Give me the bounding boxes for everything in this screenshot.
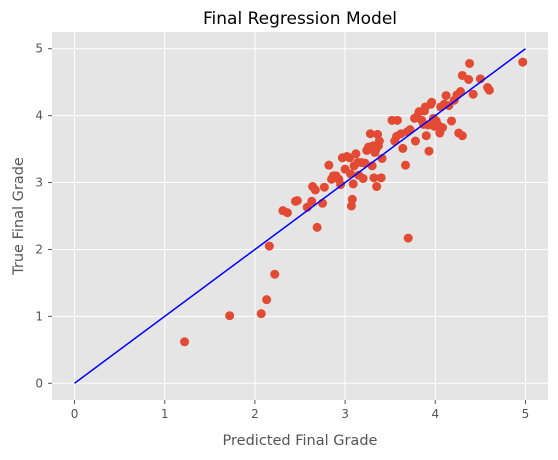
data-point	[447, 116, 457, 126]
data-point	[180, 337, 190, 347]
x-tick-label: 5	[522, 407, 530, 421]
x-axis-label: Predicted Final Grade	[223, 433, 378, 449]
y-tick-label: 5	[35, 42, 43, 56]
data-point	[441, 91, 451, 101]
data-point	[456, 87, 466, 97]
x-tick-label: 4	[431, 407, 439, 421]
data-point	[468, 89, 478, 99]
data-point	[484, 85, 494, 95]
data-point	[348, 179, 358, 189]
data-point	[225, 311, 235, 321]
y-tick-label: 4	[35, 109, 43, 123]
data-point	[398, 143, 408, 153]
data-point	[465, 58, 475, 68]
data-point	[262, 295, 272, 305]
reference-line	[74, 48, 526, 384]
data-point	[264, 241, 274, 251]
y-tick-label: 0	[35, 376, 43, 390]
data-point	[351, 149, 361, 159]
data-point	[410, 136, 420, 146]
x-tick-label: 2	[251, 407, 259, 421]
y-tick-label: 3	[35, 176, 43, 190]
y-tick-label: 2	[35, 242, 43, 256]
data-point	[324, 160, 334, 170]
data-point	[310, 185, 320, 195]
data-point	[403, 233, 413, 243]
identity-line	[74, 48, 526, 384]
x-tick-label: 3	[341, 407, 349, 421]
data-point	[256, 309, 266, 319]
data-point	[347, 194, 357, 204]
data-point	[307, 196, 317, 206]
data-point	[437, 123, 447, 133]
data-point	[518, 57, 528, 67]
data-point	[369, 173, 379, 183]
data-point	[319, 182, 329, 192]
grid-lines	[52, 32, 548, 400]
data-point	[372, 182, 382, 192]
y-axis: 0 1 2 3 4 5	[35, 42, 52, 390]
data-point	[424, 146, 434, 156]
data-point	[346, 201, 356, 211]
y-tick-label: 1	[35, 309, 43, 323]
data-point	[312, 222, 322, 232]
data-point	[358, 174, 368, 184]
data-point	[374, 136, 384, 146]
x-tick-label: 1	[161, 407, 169, 421]
y-axis-label: True Final Grade	[11, 157, 27, 276]
data-point	[292, 196, 302, 206]
data-point	[457, 131, 467, 141]
data-point	[392, 115, 402, 125]
data-point	[427, 97, 437, 107]
chart-title: Final Regression Model	[203, 9, 397, 29]
data-point	[421, 131, 431, 141]
data-point	[376, 173, 386, 183]
data-point	[282, 208, 292, 218]
x-axis: 0 1 2 3 4 5	[71, 400, 530, 421]
data-point	[270, 269, 280, 279]
data-point	[401, 160, 411, 170]
data-point	[464, 75, 474, 85]
x-tick-label: 0	[71, 407, 79, 421]
data-point	[365, 129, 375, 139]
scatter-points	[180, 57, 528, 347]
